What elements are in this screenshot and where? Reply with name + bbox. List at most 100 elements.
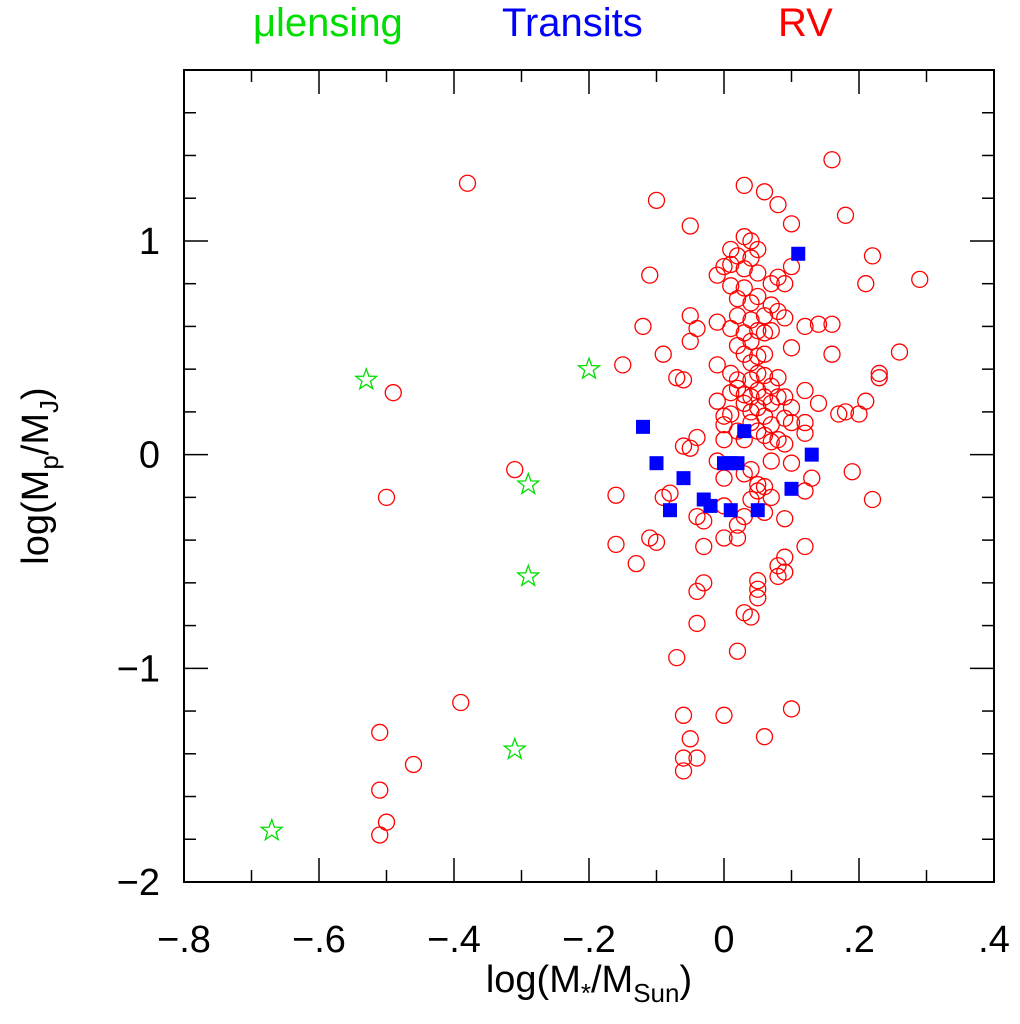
legend-rv: RV [778,1,833,45]
rv-point [870,369,888,387]
rv-point [715,431,733,449]
rv-point [661,484,679,502]
transit-point [636,419,650,434]
y-tick-label: −2 [117,862,160,904]
rv-point [634,317,652,336]
rv-point [762,322,780,340]
rv-point [749,287,767,306]
rv-point [715,529,733,547]
transit-point [750,503,765,518]
rv-point [755,728,774,746]
rv-point [742,354,760,372]
rv-point [809,394,828,412]
rv-point [735,176,753,195]
rv-point [742,332,760,351]
rv-point [749,381,767,400]
rv-point [796,381,814,400]
legend-microlensing: μlensing [253,1,403,45]
transit-point [737,424,752,439]
rv-point [607,486,625,504]
transit-point [676,471,691,486]
rv-point [749,572,767,590]
x-tick-label: .4 [978,919,1010,961]
rv-point [742,311,760,329]
rv-point [722,240,740,259]
x-tick-label: .2 [843,919,875,961]
legend: μlensing Transits RV [253,1,833,45]
rv-point [715,469,733,487]
rv-point [769,195,787,214]
rv-point [681,439,699,457]
rv-point [742,608,760,626]
rv-point [836,403,855,421]
rv-point [728,379,747,398]
rv-point [749,322,767,340]
plot-frame [183,69,995,883]
rv-point [755,426,774,445]
rv-point [749,364,767,383]
rv-point [688,614,706,633]
rv-point [769,302,787,321]
rv-point [742,388,760,406]
rv-point [735,386,753,404]
rv-point [755,345,774,363]
rv-point [776,548,794,566]
rv-point [674,706,693,724]
microlensing-point [353,366,379,391]
rv-point [728,371,747,389]
transit-point [804,447,819,462]
rv-point [755,388,774,406]
rv-point [762,433,780,451]
rv-point [681,217,699,235]
x-axis-label: log(M*/MSun) [486,959,692,1008]
rv-point [668,648,686,667]
rv-point [776,435,794,453]
microlensing-point [515,563,541,587]
transit-point [791,246,806,261]
rv-point [715,706,733,724]
rv-point [843,463,861,481]
rv-point [776,388,794,406]
rv-point [681,332,699,351]
y-tick-label: 1 [139,221,160,263]
rv-point [823,151,841,169]
rv-point [688,749,706,767]
rv-point [708,356,726,374]
rv-point [769,369,787,387]
transit-point [703,498,718,513]
rv-point [782,398,801,417]
microlensing-point [259,817,285,842]
rv-point [911,270,929,289]
rv-point [722,405,740,423]
rv-point [870,364,888,383]
rv-point [641,266,659,284]
rv-point [809,315,828,333]
rv-point [796,413,814,432]
x-tick-label: −.2 [562,919,616,961]
rv-point [776,309,794,327]
rv-point [796,317,814,336]
rv-point [749,589,767,607]
rv-point [796,482,814,500]
rv-point [755,324,774,342]
axis-tick-labels: −.8 −.6 −.4 −.2 0 .2 .4 −2 −1 0 1 [117,221,1010,961]
rv-point [647,191,666,209]
x-tick-label: −.6 [292,919,346,961]
rv-point [796,537,814,556]
rv-point [769,388,787,406]
rv-point [614,356,632,374]
legend-transits: Transits [502,1,643,45]
rv-point [749,240,767,259]
rv-point [782,339,801,357]
rv-point [715,407,733,425]
rv-point [782,700,801,718]
rv-point [863,490,882,509]
rv-point [728,307,747,325]
rv-point [762,488,780,507]
rv-point [782,215,801,233]
rv-point [458,174,477,192]
rv-point [776,275,794,293]
rv-point [863,247,882,265]
rv-point [857,275,875,293]
